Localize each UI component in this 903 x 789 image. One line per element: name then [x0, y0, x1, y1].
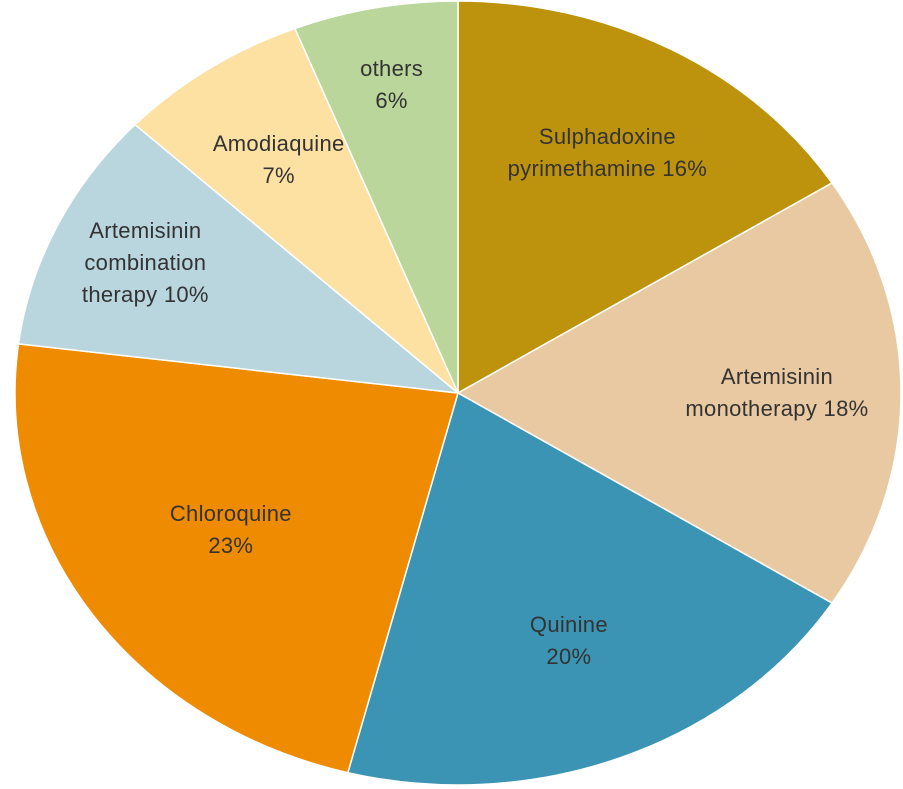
slice-label: others 6% [352, 53, 432, 117]
slice-label: Amodiaquine 7% [204, 128, 354, 192]
slice-label: Sulphadoxine pyrimethamine 16% [497, 121, 717, 185]
pie-slice [17, 123, 461, 395]
category-label: Artemisinin combination therapy [81, 217, 207, 307]
value-label: 16% [662, 155, 708, 181]
slice-label: Artemisinin combination therapy 10% [53, 215, 238, 311]
pie-slice [346, 391, 834, 786]
value-label: 23% [208, 532, 254, 558]
slice-label: Quinine 20% [519, 609, 619, 673]
pie-slice [456, 181, 902, 605]
pie-slice [293, 0, 459, 394]
slice-label: Chloroquine 23% [166, 498, 296, 562]
category-label: others [360, 55, 424, 81]
pie-slice [457, 0, 834, 395]
category-label: Chloroquine [169, 500, 292, 526]
value-label: 20% [546, 643, 592, 669]
value-label: 7% [262, 162, 295, 188]
category-label: Sulphadoxine pyrimethamine [507, 123, 676, 181]
slice-label: Artemisinin monotherapy 18% [682, 361, 872, 425]
value-label: 6% [375, 87, 408, 113]
category-label: Artemisinin monotherapy [685, 364, 833, 421]
value-label: 18% [823, 396, 869, 421]
category-label: Quinine [529, 611, 608, 637]
pie-slice [133, 27, 459, 394]
category-label: Amodiaquine [212, 130, 345, 156]
pie-slice [14, 343, 459, 774]
value-label: 10% [163, 281, 209, 307]
